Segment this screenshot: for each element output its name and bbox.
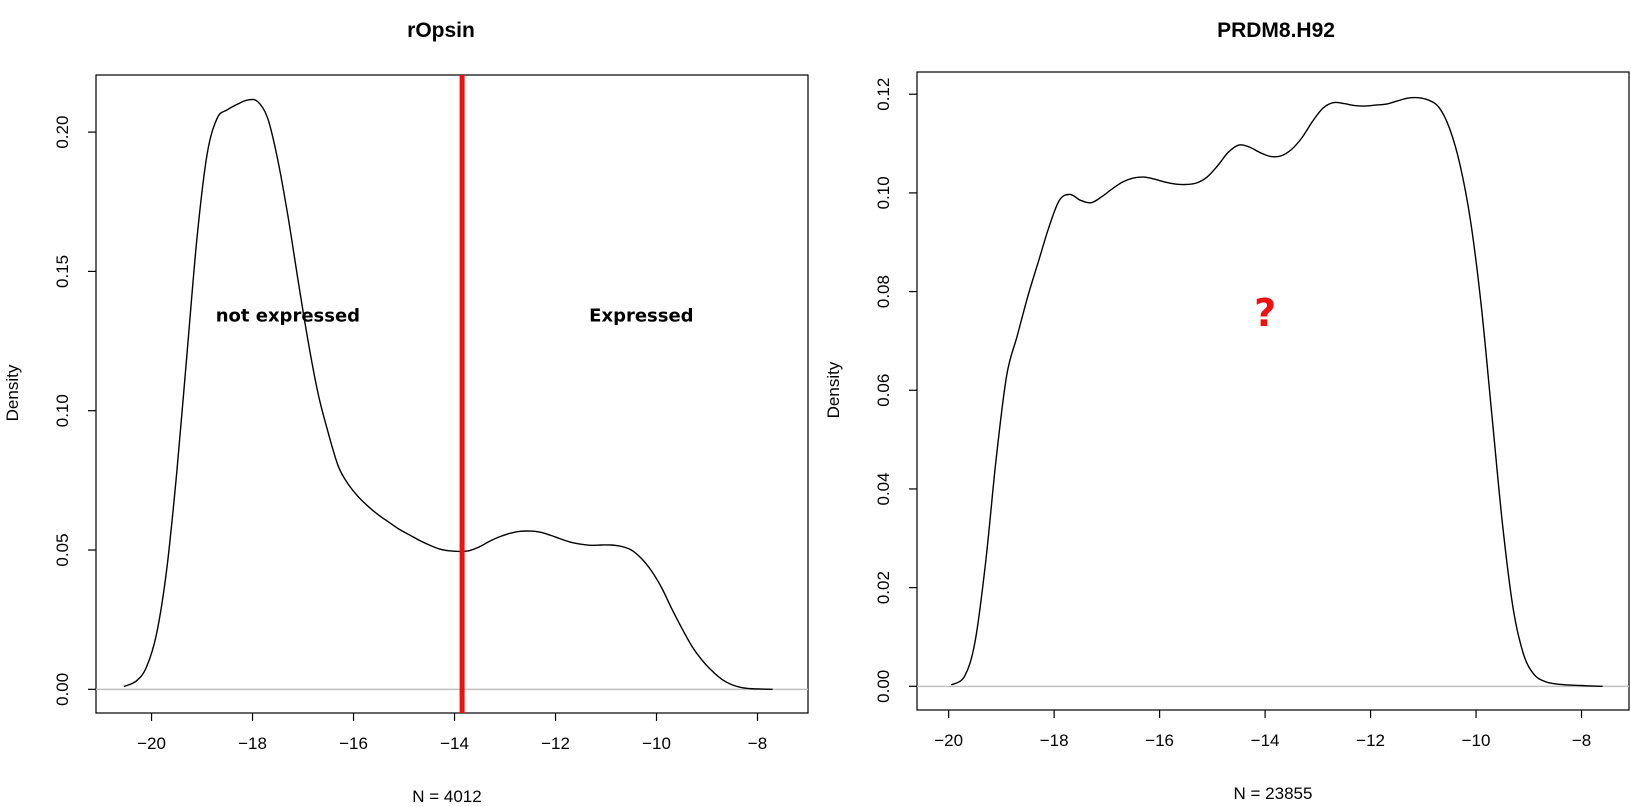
x-tick-label: −18 xyxy=(1040,731,1069,750)
x-tick-label: −10 xyxy=(1462,731,1491,750)
chart-title: PRDM8.H92 xyxy=(1217,19,1335,42)
annotations: not expressed Expressed xyxy=(216,306,694,327)
plot-frame xyxy=(95,74,809,714)
x-tick-label: −20 xyxy=(137,734,166,753)
x-axis-label: N = 23855 xyxy=(1234,784,1313,803)
x-tick-label: −16 xyxy=(339,734,368,753)
x-tick-label: −8 xyxy=(748,734,767,753)
x-axis-label: N = 4012 xyxy=(412,787,481,806)
density-panel-ropsin: rOpsin −20 −18 −16 −14 −12 −10 −8 0.00 0.05 0.10… xyxy=(3,19,809,806)
x-tick-label: −8 xyxy=(1572,731,1591,750)
y-axis: 0.00 0.05 0.10 0.15 0.20 xyxy=(53,116,96,706)
x-tick-label: −12 xyxy=(541,734,570,753)
density-curve xyxy=(950,96,1603,688)
y-axis-label: Density xyxy=(824,361,843,418)
y-tick-label: 0.12 xyxy=(874,78,893,111)
x-tick-label: −20 xyxy=(934,731,963,750)
y-tick-label: 0.06 xyxy=(874,374,893,407)
y-tick-label: 0.02 xyxy=(874,571,893,604)
density-panel-prdm8: PRDM8.H92 −20 −18 −16 −14 −12 −10 −8 0.000.020… xyxy=(824,19,1630,803)
annotations: ? xyxy=(1254,291,1276,335)
y-tick-label: 0.15 xyxy=(53,255,72,288)
x-tick-label: −10 xyxy=(642,734,671,753)
y-tick-label: 0.05 xyxy=(53,533,72,566)
x-axis: −20 −18 −16 −14 −12 −10 −8 xyxy=(137,713,767,753)
y-tick-label: 0.10 xyxy=(53,394,72,427)
plot-frame xyxy=(916,71,1630,711)
y-tick-label: 0.20 xyxy=(53,116,72,149)
y-tick-label: 0.04 xyxy=(874,472,893,505)
y-axis: 0.00 0.02 0.04 0.06 0.08 0.10 0.12 xyxy=(874,78,917,703)
y-tick-label: 0.00 xyxy=(874,670,893,703)
y-tick-label: 0.08 xyxy=(874,275,893,308)
region-annotation: Expressed xyxy=(589,306,693,327)
question-mark-annotation: ? xyxy=(1254,291,1276,335)
x-tick-label: −18 xyxy=(238,734,267,753)
y-tick-label: 0.10 xyxy=(874,176,893,209)
x-tick-label: −14 xyxy=(440,734,469,753)
y-axis-label: Density xyxy=(3,364,22,421)
y-tick-label: 0.00 xyxy=(53,673,72,706)
x-tick-label: −16 xyxy=(1145,731,1174,750)
region-annotation: not expressed xyxy=(216,306,360,327)
x-tick-label: −14 xyxy=(1251,731,1280,750)
chart-title: rOpsin xyxy=(407,19,475,42)
x-axis: −20 −18 −16 −14 −12 −10 −8 xyxy=(934,710,1591,750)
x-tick-label: −12 xyxy=(1356,731,1385,750)
density-curve xyxy=(123,98,773,691)
